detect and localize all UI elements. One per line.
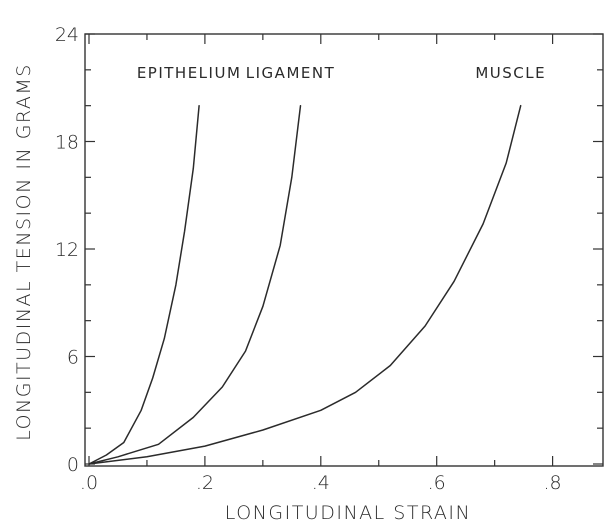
x-axis-title: LONGITUDINAL STRAIN [225,502,471,524]
y-tick-labels: 0 6 12 18 24 [55,24,79,476]
y-tick-label: 0 [67,454,79,476]
series-label-muscle: MUSCLE [475,64,546,82]
y-tick-label: 24 [55,24,79,46]
x-tick-label: .4 [312,472,330,494]
plot-frame [84,33,604,467]
axis-ticks [85,33,603,466]
series-label-epithelium: EPITHELIUM [137,64,242,82]
series-lines [88,104,522,465]
x-tick-label: .0 [80,472,98,494]
y-tick-label: 6 [67,347,79,369]
y-tick-label: 18 [55,132,79,154]
x-tick-labels: .0 .2 .4 .6 .8 [80,472,562,494]
series-label-ligament: LIGAMENT [246,64,335,82]
y-tick-label: 12 [55,239,79,261]
x-tick-label: .8 [544,472,562,494]
y-axis-title: LONGITUDINAL TENSION IN GRAMS [13,63,35,441]
series-labels: EPITHELIUM LIGAMENT MUSCLE [137,64,546,82]
x-tick-label: .2 [196,472,214,494]
series-line-ligament [88,104,302,465]
series-line-muscle [88,104,522,465]
series-line-epithelium [88,104,200,465]
x-tick-label: .6 [428,472,446,494]
